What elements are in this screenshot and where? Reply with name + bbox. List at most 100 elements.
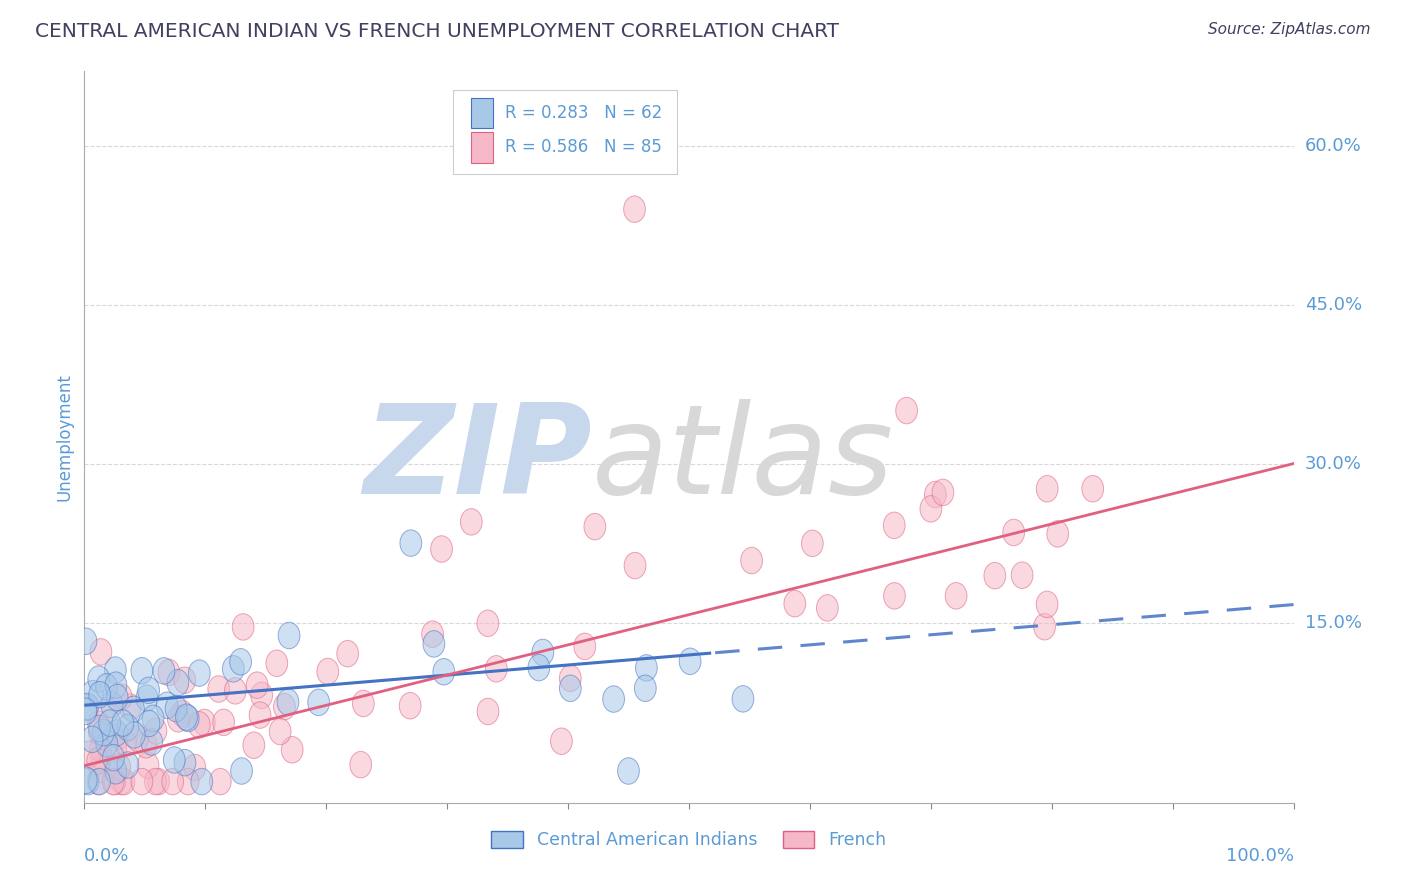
Ellipse shape [741,548,762,574]
Text: R = 0.586   N = 85: R = 0.586 N = 85 [505,138,662,156]
Ellipse shape [120,694,141,721]
Text: 30.0%: 30.0% [1305,455,1361,473]
Ellipse shape [138,752,159,779]
Ellipse shape [174,667,195,693]
Ellipse shape [105,735,127,762]
Ellipse shape [477,610,499,637]
Ellipse shape [883,582,905,609]
Text: 0.0%: 0.0% [84,847,129,864]
Ellipse shape [337,640,359,667]
Ellipse shape [82,681,104,706]
Ellipse shape [1036,591,1057,617]
Ellipse shape [157,659,180,686]
Ellipse shape [225,678,246,704]
Ellipse shape [316,658,339,685]
Ellipse shape [107,684,128,711]
Ellipse shape [111,768,132,795]
Ellipse shape [90,744,112,771]
Ellipse shape [108,723,129,749]
Ellipse shape [430,536,453,562]
Ellipse shape [89,715,111,741]
Ellipse shape [148,768,170,795]
Ellipse shape [142,705,165,731]
Ellipse shape [350,751,371,778]
Ellipse shape [103,745,124,771]
Ellipse shape [82,726,103,753]
Ellipse shape [87,747,108,774]
Ellipse shape [141,729,163,756]
Ellipse shape [1081,475,1104,502]
Ellipse shape [79,741,100,767]
Ellipse shape [89,756,111,783]
Ellipse shape [624,196,645,222]
Ellipse shape [145,718,167,744]
Ellipse shape [117,714,139,741]
Ellipse shape [184,755,205,780]
Ellipse shape [574,633,596,660]
Ellipse shape [232,614,254,640]
Ellipse shape [250,682,273,708]
Ellipse shape [1047,521,1069,547]
Ellipse shape [188,660,209,686]
Ellipse shape [105,757,127,784]
FancyBboxPatch shape [453,90,676,174]
Ellipse shape [96,673,118,700]
Ellipse shape [90,735,111,762]
Ellipse shape [167,706,190,732]
Ellipse shape [98,710,121,736]
Ellipse shape [617,757,640,784]
Ellipse shape [1011,562,1033,589]
Text: 45.0%: 45.0% [1305,295,1362,314]
Ellipse shape [231,757,253,784]
Ellipse shape [105,672,127,698]
Ellipse shape [433,658,454,685]
Ellipse shape [131,768,153,795]
Text: ZIP: ZIP [364,399,592,519]
Ellipse shape [112,710,134,736]
Ellipse shape [624,552,645,579]
Ellipse shape [249,702,271,729]
Ellipse shape [127,725,149,752]
FancyBboxPatch shape [471,98,494,128]
Text: atlas: atlas [592,399,894,519]
Ellipse shape [277,689,299,715]
Ellipse shape [229,648,252,675]
Ellipse shape [278,623,299,648]
Ellipse shape [266,650,288,676]
Ellipse shape [145,768,166,795]
Ellipse shape [896,397,918,424]
Ellipse shape [308,690,329,715]
Ellipse shape [636,655,657,681]
Ellipse shape [188,712,209,738]
Ellipse shape [87,665,110,692]
Ellipse shape [101,691,122,718]
Ellipse shape [1002,519,1025,546]
Ellipse shape [156,692,179,719]
Ellipse shape [103,768,124,795]
Ellipse shape [353,690,374,716]
Ellipse shape [1036,475,1059,502]
Ellipse shape [176,704,197,731]
Legend: Central American Indians, French: Central American Indians, French [485,823,893,856]
Ellipse shape [733,686,754,712]
Ellipse shape [172,700,193,727]
Ellipse shape [274,693,295,720]
Ellipse shape [77,768,98,795]
Ellipse shape [945,582,967,609]
Ellipse shape [89,681,111,708]
Ellipse shape [422,621,443,648]
Ellipse shape [399,692,420,719]
Ellipse shape [108,754,131,780]
Ellipse shape [131,657,153,684]
Text: 100.0%: 100.0% [1226,847,1294,864]
Ellipse shape [177,768,200,795]
Ellipse shape [115,730,136,756]
Ellipse shape [191,768,212,795]
Text: R = 0.283   N = 62: R = 0.283 N = 62 [505,104,662,122]
Ellipse shape [529,655,550,681]
Ellipse shape [89,718,110,745]
Ellipse shape [243,732,264,758]
Ellipse shape [477,698,499,724]
Ellipse shape [174,749,195,776]
Text: 60.0%: 60.0% [1305,136,1361,154]
